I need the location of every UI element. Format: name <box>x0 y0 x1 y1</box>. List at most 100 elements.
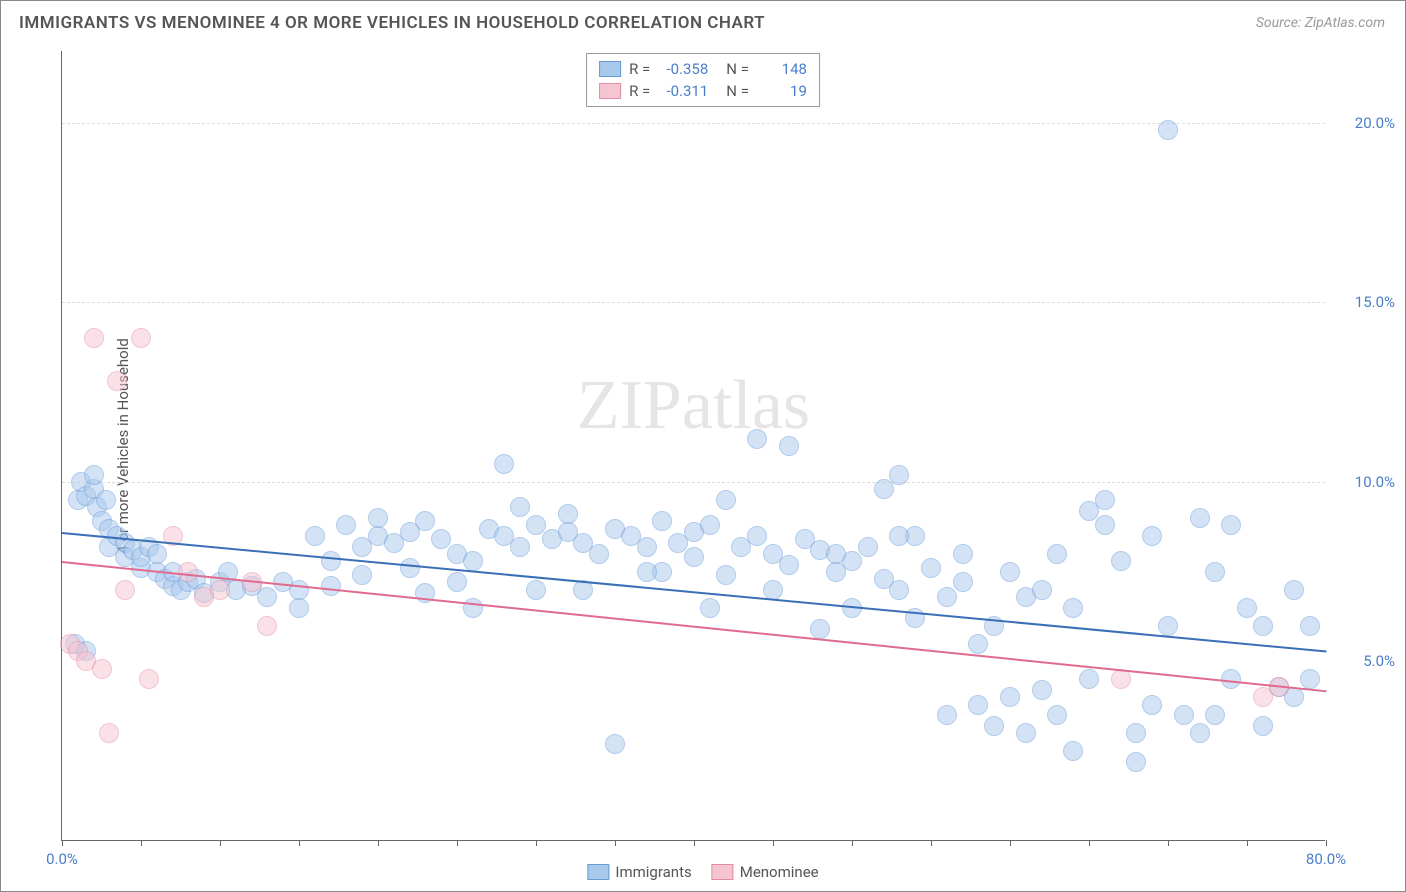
gridline <box>62 482 1325 483</box>
data-point <box>684 547 704 567</box>
legend-item: Menominee <box>712 863 819 881</box>
data-point <box>889 526 909 546</box>
legend-row: R =-0.311N =19 <box>599 80 807 102</box>
data-point <box>1047 544 1067 564</box>
x-tick <box>773 840 774 846</box>
trend-line <box>62 561 1326 692</box>
data-point <box>747 429 767 449</box>
legend-swatch <box>587 864 609 880</box>
x-tick-label: 80.0% <box>1306 850 1346 868</box>
data-point <box>747 526 767 546</box>
data-point <box>1063 741 1083 761</box>
data-point <box>147 544 167 564</box>
data-point <box>810 619 830 639</box>
legend-label: Menominee <box>740 863 819 881</box>
legend-row: R =-0.358N =148 <box>599 58 807 80</box>
data-point <box>1174 705 1194 725</box>
data-point <box>637 562 657 582</box>
data-point <box>1205 562 1225 582</box>
data-point <box>463 598 483 618</box>
data-point <box>1284 580 1304 600</box>
gridline <box>62 123 1325 124</box>
source-attribution: Source: ZipAtlas.com <box>1256 15 1385 31</box>
data-point <box>139 669 159 689</box>
x-tick <box>615 840 616 846</box>
data-point <box>107 371 127 391</box>
x-tick <box>62 840 63 846</box>
data-point <box>589 544 609 564</box>
data-point <box>96 490 116 510</box>
data-point <box>937 705 957 725</box>
r-label: R = <box>629 60 650 78</box>
data-point <box>921 558 941 578</box>
chart-container: IMMIGRANTS VS MENOMINEE 4 OR MORE VEHICL… <box>0 0 1406 892</box>
data-point <box>1126 752 1146 772</box>
data-point <box>84 465 104 485</box>
data-point <box>1111 551 1131 571</box>
correlation-legend: R =-0.358N =148R =-0.311N =19 <box>586 53 820 107</box>
data-point <box>178 562 198 582</box>
data-point <box>210 580 230 600</box>
data-point <box>321 576 341 596</box>
data-point <box>400 558 420 578</box>
data-point <box>1142 526 1162 546</box>
data-point <box>826 544 846 564</box>
data-point <box>968 634 988 654</box>
data-point <box>1253 616 1273 636</box>
data-point <box>858 537 878 557</box>
data-point <box>652 511 672 531</box>
data-point <box>289 598 309 618</box>
x-tick-label: 0.0% <box>46 850 78 868</box>
data-point <box>368 508 388 528</box>
data-point <box>321 551 341 571</box>
data-point <box>431 529 451 549</box>
data-point <box>1126 723 1146 743</box>
data-point <box>336 515 356 535</box>
data-point <box>92 659 112 679</box>
data-point <box>1016 723 1036 743</box>
data-point <box>763 580 783 600</box>
legend-swatch <box>599 83 621 99</box>
plot-area: ZIPatlas 5.0%10.0%15.0%20.0%0.0%80.0% <box>61 51 1325 841</box>
series-legend: Immigrants Menominee <box>587 863 818 881</box>
x-tick <box>1247 840 1248 846</box>
x-tick <box>931 840 932 846</box>
x-tick <box>299 840 300 846</box>
data-point <box>99 723 119 743</box>
n-value: 148 <box>757 60 807 78</box>
data-point <box>510 537 530 557</box>
gridline <box>62 302 1325 303</box>
data-point <box>558 504 578 524</box>
legend-label: Immigrants <box>615 863 691 881</box>
r-value: -0.358 <box>658 60 708 78</box>
data-point <box>257 587 277 607</box>
data-point <box>953 544 973 564</box>
data-point <box>700 515 720 535</box>
data-point <box>1032 580 1052 600</box>
n-label: N = <box>726 82 749 100</box>
data-point <box>1047 705 1067 725</box>
data-point <box>1095 490 1115 510</box>
data-point <box>1190 508 1210 528</box>
data-point <box>953 572 973 592</box>
data-point <box>1000 687 1020 707</box>
data-point <box>1300 669 1320 689</box>
chart-title: IMMIGRANTS VS MENOMINEE 4 OR MORE VEHICL… <box>19 13 765 33</box>
data-point <box>257 616 277 636</box>
data-point <box>463 551 483 571</box>
y-tick-label: 5.0% <box>1363 652 1395 670</box>
r-label: R = <box>629 82 650 100</box>
data-point <box>1063 598 1083 618</box>
data-point <box>605 734 625 754</box>
data-point <box>131 328 151 348</box>
data-point <box>510 497 530 517</box>
data-point <box>1237 598 1257 618</box>
watermark: ZIPatlas <box>577 366 810 446</box>
data-point <box>889 580 909 600</box>
n-value: 19 <box>757 82 807 100</box>
data-point <box>1142 695 1162 715</box>
data-point <box>1095 515 1115 535</box>
legend-swatch <box>712 864 734 880</box>
x-tick <box>1168 840 1169 846</box>
data-point <box>115 580 135 600</box>
